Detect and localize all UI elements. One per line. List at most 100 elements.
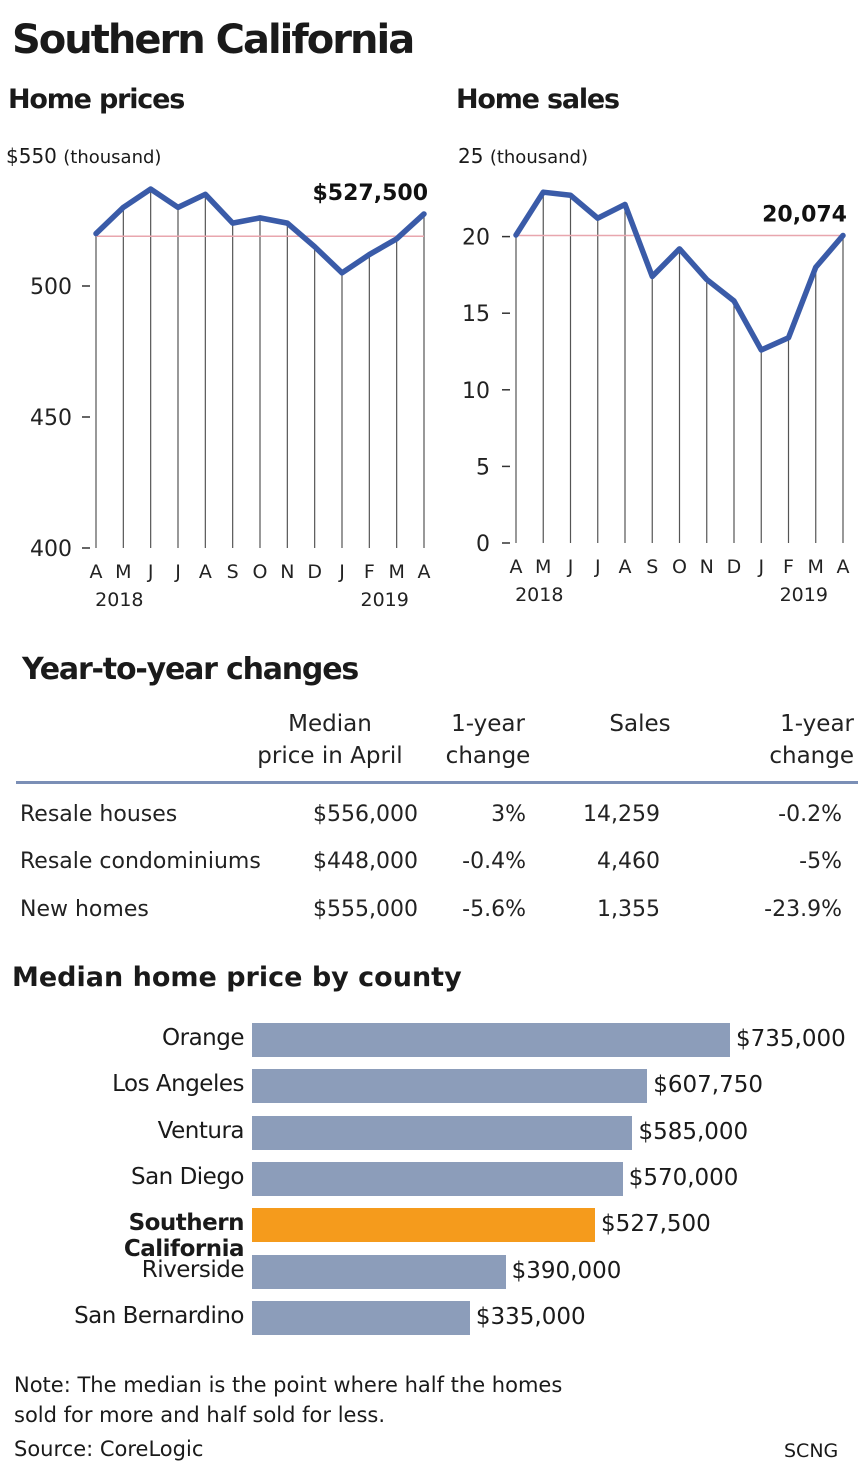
prices-top-tick-label: $550: [6, 144, 57, 168]
table-row-price: $555,000: [313, 897, 418, 922]
bar-category-label: Southern California: [123, 1210, 245, 1263]
prices-chart-title: Home prices: [8, 84, 185, 115]
sales-y-tick-label: 10: [462, 379, 490, 404]
sales-x-tick-label: J: [594, 556, 601, 578]
bar-category-label: San Diego: [130, 1163, 245, 1190]
bar-value-label: $585,000: [638, 1118, 749, 1145]
table-row-sales: 14,259: [583, 802, 660, 827]
bar-value-label: $735,000: [736, 1026, 846, 1052]
table-row-label: New homes: [20, 897, 149, 922]
header-sales-change-line1: 1-year: [780, 711, 854, 737]
footer-note: Note: The median is the point where half…: [14, 1370, 562, 1430]
bar-category-label: Ventura: [157, 1117, 245, 1144]
bar-value-label: $390,000: [511, 1257, 622, 1284]
bar: [252, 1115, 633, 1150]
prices-x-tick-label: M: [388, 561, 404, 583]
sales-chart-unit-label: 25 (thousand): [458, 144, 588, 168]
source-label: Source: CoreLogic: [14, 1437, 204, 1461]
prices-x-tick-label: J: [174, 561, 181, 583]
bar-category-label: San Bernardino: [74, 1302, 244, 1329]
prices-x-tick-label: S: [227, 561, 239, 583]
bar-value-label: $607,750: [653, 1072, 763, 1099]
header-median-line1: Median: [288, 711, 372, 737]
sales-y-tick-label: 15: [462, 302, 490, 327]
sales-x-tick-label: J: [757, 556, 764, 578]
prices-x-tick-label: A: [199, 561, 212, 583]
table-row-sales-change: -23.9%: [764, 897, 842, 922]
sales-x-tick-label: D: [727, 556, 742, 578]
page-title: Southern California: [12, 17, 415, 63]
sales-y-tick-label: 20: [462, 226, 490, 251]
sales-y-tick-label: 5: [476, 455, 490, 480]
credit-label: SCNG: [784, 1440, 839, 1462]
note-line-1: Note: The median is the point where half…: [14, 1373, 563, 1397]
sales-x-tick-label: J: [567, 556, 574, 578]
table-row-sales-change: -0.2%: [778, 802, 842, 827]
sales-x-tick-label: A: [619, 556, 632, 578]
table-row-sales: 4,460: [597, 849, 660, 874]
sales-x-tick-label: S: [646, 556, 658, 578]
prices-annotation: $527,500: [312, 181, 428, 206]
prices-unit: (thousand): [63, 147, 162, 168]
sales-x-tick-label: F: [783, 556, 794, 578]
bar: [252, 1161, 623, 1196]
prices-x-tick-label: J: [338, 561, 345, 583]
table-row-sales: 1,355: [597, 897, 660, 922]
prices-x-tick-label: A: [90, 561, 103, 583]
table-row-price-change: -0.4%: [462, 849, 526, 874]
header-price-change: 1-year change: [436, 708, 540, 772]
table-row-price-change: 3%: [491, 802, 526, 827]
prices-y-tick-label: 450: [30, 406, 72, 431]
header-sales: Sales: [609, 711, 671, 737]
prices-x-tick-label: D: [307, 561, 322, 583]
sales-year-label: 2018: [515, 584, 563, 606]
prices-year-label: 2018: [95, 589, 143, 611]
bar: [252, 1254, 506, 1289]
bar-value-label: $570,000: [628, 1164, 739, 1191]
header-median-price: Median price in April: [240, 708, 420, 772]
table-row-price-change: -5.6%: [462, 897, 526, 922]
header-sales-change-line2: change: [769, 743, 854, 769]
sales-top-tick-label: 25: [458, 144, 484, 168]
table-row-sales-change: -5%: [799, 849, 842, 874]
sales-x-tick-label: M: [808, 556, 824, 578]
bar: [252, 1069, 648, 1104]
bar-category-label: Orange: [162, 1025, 244, 1051]
prices-x-tick-label: M: [115, 561, 131, 583]
bar-category-label: Riverside: [141, 1256, 245, 1283]
sales-chart-title: Home sales: [456, 84, 620, 115]
note-line-2: sold for more and half sold for less.: [14, 1403, 386, 1427]
table-row-label: Resale condominiums: [20, 849, 261, 874]
table-title: Year-to-year changes: [22, 652, 359, 687]
sales-x-tick-label: O: [672, 556, 687, 578]
table-row-price: $556,000: [313, 802, 418, 827]
sales-unit: (thousand): [489, 147, 588, 168]
bar-value-label: $335,000: [475, 1303, 586, 1330]
header-price-change-line1: 1-year: [451, 711, 525, 737]
sales-y-tick-label: 0: [476, 532, 490, 557]
prices-x-tick-label: O: [253, 561, 268, 583]
prices-chart-unit-label: $550 (thousand): [6, 144, 161, 168]
table-divider: [16, 781, 858, 784]
prices-x-tick-label: A: [418, 561, 431, 583]
sales-x-tick-label: A: [837, 556, 850, 578]
bar: [252, 1300, 470, 1335]
sales-x-tick-label: N: [700, 556, 714, 578]
prices-x-tick-label: N: [280, 561, 294, 583]
bar-chart-title: Median home price by county: [12, 962, 462, 993]
header-price-change-line2: change: [445, 743, 531, 769]
prices-y-tick-label: 500: [30, 275, 72, 300]
sales-annotation: 20,074: [762, 202, 847, 227]
bar-category-label: Los Angeles: [112, 1071, 244, 1098]
prices-x-tick-label: F: [364, 561, 375, 583]
sales-year-label: 2019: [780, 584, 828, 606]
sales-x-tick-label: A: [510, 556, 523, 578]
prices-y-tick-label: 400: [30, 537, 72, 562]
header-median-line2: price in April: [257, 743, 403, 769]
prices-x-tick-label: J: [147, 561, 154, 583]
header-sales-change: 1-year change: [730, 708, 854, 772]
table-row-price: $448,000: [313, 849, 418, 874]
table-row-label: Resale houses: [20, 802, 178, 827]
